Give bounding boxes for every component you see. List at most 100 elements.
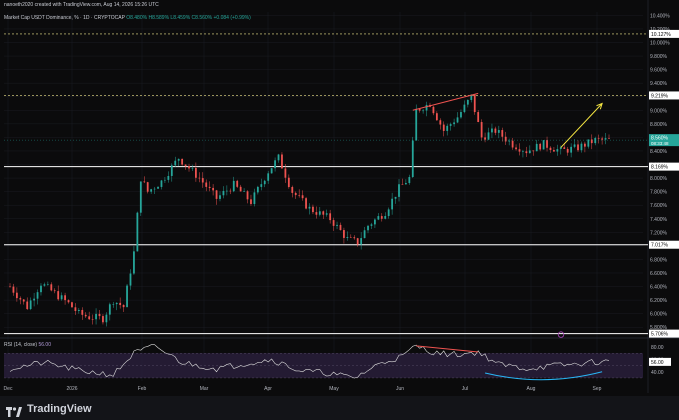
candle-body <box>301 195 304 199</box>
candle-body <box>33 298 35 301</box>
candle-body <box>136 212 139 252</box>
rsi-tick-label: 80.00 <box>651 345 664 351</box>
rsi-legend: RSI (14, close) 56.00 <box>4 342 51 348</box>
candle-body <box>408 177 411 184</box>
candle-body <box>229 190 232 192</box>
level-label-box <box>649 91 679 100</box>
level-label: 10.127% <box>651 32 671 38</box>
candle-body <box>208 186 211 188</box>
rsi-tick-label: 40.00 <box>651 370 664 376</box>
candle-body <box>284 168 287 178</box>
candle-body <box>67 300 70 303</box>
candle-body <box>466 99 469 105</box>
y-tick-label: 5.800% <box>650 325 668 331</box>
x-tick-label: Apr <box>264 386 272 392</box>
candle-body <box>556 149 559 152</box>
candle-body <box>570 146 573 153</box>
candle-body <box>91 319 94 320</box>
candle-body <box>432 106 435 114</box>
candle-body <box>546 140 548 148</box>
candle-body <box>584 143 586 147</box>
rsi-current-box <box>649 357 671 366</box>
candle-body <box>463 104 466 113</box>
candle-body <box>339 224 342 231</box>
rsi-divergence-trendline <box>416 345 479 353</box>
x-tick-label: Aug <box>527 386 536 392</box>
x-tick-label: 2026 <box>66 386 77 392</box>
candle-body <box>460 112 462 118</box>
candle-body <box>43 284 46 286</box>
candle-body <box>522 151 524 152</box>
candle-body <box>133 251 135 274</box>
rsi-divergence-curve <box>484 371 603 381</box>
candle-body <box>129 273 132 286</box>
y-tick-label: 6.400% <box>650 285 668 291</box>
candle-body <box>446 125 449 131</box>
tradingview-logo-icon <box>6 404 22 417</box>
alert-marker-icon <box>557 331 565 338</box>
tradingview-brand[interactable]: TradingView <box>6 401 92 417</box>
candle-body <box>370 224 373 226</box>
candle-body <box>256 186 259 193</box>
candle-body <box>236 180 239 187</box>
candle-body <box>349 237 352 238</box>
candle-body <box>418 108 421 111</box>
candle-body <box>298 195 301 196</box>
candle-body <box>587 139 590 147</box>
candle-body <box>119 302 122 305</box>
candle-body <box>511 140 514 148</box>
x-tick-label: Mar <box>200 386 209 392</box>
candle-body <box>232 180 235 192</box>
candle-body <box>549 147 552 150</box>
candle-body <box>270 168 273 174</box>
y-tick-label: 10.400% <box>650 13 670 19</box>
candle-body <box>518 149 521 152</box>
candle-body <box>484 137 486 140</box>
candle-body <box>108 304 111 315</box>
candle-body <box>387 209 390 217</box>
candle-body <box>84 314 87 317</box>
candle-body <box>174 160 177 166</box>
candle-body <box>219 195 221 199</box>
candle-body <box>363 230 366 239</box>
candle-body <box>374 219 376 225</box>
candle-body <box>281 154 283 169</box>
candle-body <box>535 143 538 152</box>
x-tick-label: Jun <box>396 386 404 392</box>
candle-body <box>528 150 531 154</box>
symbol-legend: Market Cap USDT Dominance, % · 1D · CRYP… <box>4 15 251 21</box>
candle-body <box>515 147 517 150</box>
candle-body <box>442 124 445 131</box>
candle-body <box>291 187 294 193</box>
y-tick-label: 7.600% <box>650 203 668 209</box>
candle-body <box>205 182 208 187</box>
candle-body <box>477 112 480 123</box>
y-tick-label: 8.400% <box>650 149 668 155</box>
candle-body <box>160 180 163 187</box>
candle-body <box>71 302 73 308</box>
candle-body <box>380 216 383 219</box>
candle-body <box>81 309 84 315</box>
x-tick-label: Dec <box>4 386 13 392</box>
candle-body <box>243 191 245 192</box>
candle-body <box>12 286 15 293</box>
candle-body <box>201 178 204 183</box>
candle-body <box>167 175 170 180</box>
candle-body <box>188 166 190 169</box>
candle-body <box>336 224 338 226</box>
candle-body <box>181 158 184 165</box>
candle-body <box>222 190 225 196</box>
candle-body <box>360 238 363 245</box>
candle-body <box>504 136 507 142</box>
rsi-current-label: 56.00 <box>651 360 664 366</box>
candle-body <box>597 138 600 139</box>
candle-body <box>601 138 604 140</box>
y-tick-label: 8.800% <box>650 122 668 128</box>
candle-body <box>577 144 579 151</box>
x-tick-label: May <box>329 386 339 392</box>
candle-body <box>22 299 25 302</box>
candle-body <box>50 284 53 291</box>
candle-body <box>398 184 400 197</box>
resistance-trendline <box>412 92 479 111</box>
